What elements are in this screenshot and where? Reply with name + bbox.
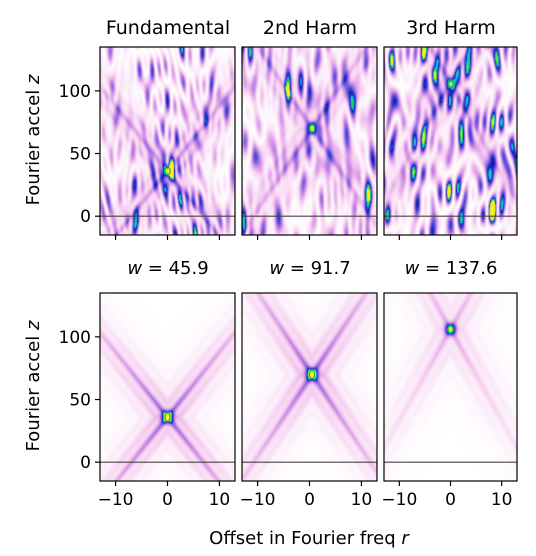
y-axis-label-top: Fourier accel z <box>23 74 44 205</box>
peak-marker <box>308 369 316 380</box>
y-tick-label: 50 <box>69 145 91 165</box>
panel-observed-h1: 0 50 100 <box>59 46 236 240</box>
panel-model-h2: −10 0 10 <box>240 292 378 510</box>
peak-marker <box>308 123 316 134</box>
x-tick-label: 10 <box>351 490 373 510</box>
heatmap-observed-h1 <box>100 47 235 235</box>
x-tick-label: 0 <box>304 490 315 510</box>
y-tick-label: 50 <box>69 391 91 411</box>
y-tick-label: 0 <box>80 453 91 473</box>
peak-marker <box>164 166 171 176</box>
w-label-fundamental: w = 45.9 <box>127 258 208 279</box>
w-label-3rd-harm: w = 137.6 <box>405 258 498 279</box>
panel-observed-h3 <box>383 46 518 240</box>
y-tick-label: 0 <box>80 207 91 227</box>
heatmap-model-h2 <box>242 293 377 481</box>
peak-marker <box>164 412 171 422</box>
panel-observed-h2 <box>241 46 378 240</box>
x-tick-label: −10 <box>240 490 276 510</box>
panel-model-h3: −10 0 10 <box>381 292 518 510</box>
column-title-2nd-harm: 2nd Harm <box>263 17 357 39</box>
y-axis-label-bottom: Fourier accel z <box>23 320 44 451</box>
peak-marker <box>447 78 454 89</box>
heatmap-observed-h3 <box>384 47 517 235</box>
x-tick-label: 0 <box>445 490 456 510</box>
column-title-fundamental: Fundamental <box>106 17 230 39</box>
x-tick-label: −10 <box>98 490 134 510</box>
heatmap-model-h1 <box>100 293 235 481</box>
x-axis-label: Offset in Fourier freq r <box>209 528 410 549</box>
y-tick-label: 100 <box>59 328 91 348</box>
heatmap-model-h3 <box>384 293 517 481</box>
x-tick-label: 0 <box>162 490 173 510</box>
x-tick-label: 10 <box>491 490 513 510</box>
x-tick-label: −10 <box>381 490 417 510</box>
w-label-2nd-harm: w = 91.7 <box>269 258 350 279</box>
column-title-3rd-harm: 3rd Harm <box>406 17 496 39</box>
y-tick-label: 100 <box>59 82 91 102</box>
heatmap-observed-h2 <box>242 47 377 235</box>
peak-marker <box>447 324 454 335</box>
x-tick-label: 10 <box>209 490 231 510</box>
